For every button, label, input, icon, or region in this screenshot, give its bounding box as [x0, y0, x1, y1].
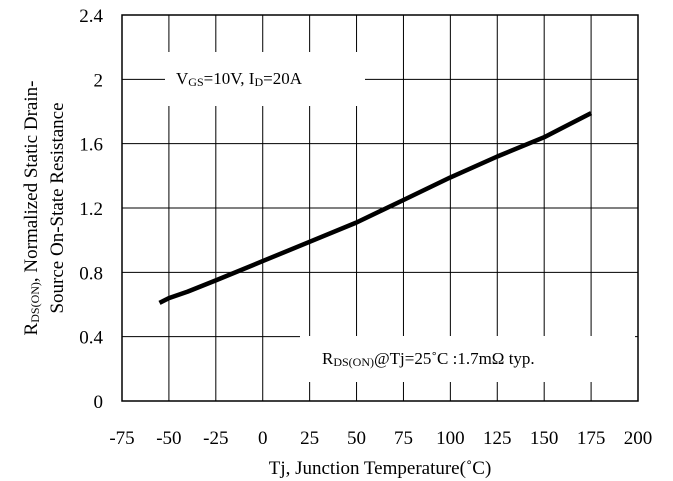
plot-frame: [121, 14, 639, 402]
x-tick-label: 0: [258, 428, 268, 449]
y-tick-label: 1.6: [79, 135, 103, 156]
y-tick-label: 0.4: [79, 328, 103, 349]
y-tick-label: 0: [94, 392, 104, 413]
rdson-series-line: [158, 111, 593, 305]
y-axis-title-line1: RDS(ON), Normalized Static Drain-: [21, 81, 42, 336]
x-tick-label: 100: [436, 428, 465, 449]
x-tick-label: -75: [109, 428, 134, 449]
x-tick-labels: -75 -50 -25 0 25 50 75 100 125 150 175 200: [109, 428, 652, 449]
x-tick-label: 75: [394, 428, 413, 449]
x-tick-label: 150: [530, 428, 559, 449]
y-tick-label: 0.8: [79, 263, 103, 284]
y-axis-title-line2: Source On-State Resistance: [47, 102, 68, 313]
rdson-note: RDS(ON)@Tj=25˚C :1.7mΩ typ.: [322, 349, 535, 369]
x-tick-label: 200: [624, 428, 653, 449]
conditions-annotation-bg: [165, 52, 365, 106]
y-tick-label: 2.4: [79, 6, 103, 27]
x-tick-label: 25: [300, 428, 319, 449]
series-group: [158, 111, 593, 305]
x-tick-label: 50: [347, 428, 366, 449]
y-tick-labels: 0 0.4 0.8 1.2 1.6 2 2.4: [79, 6, 103, 413]
y-axis-title: RDS(ON), Normalized Static Drain- Source…: [21, 81, 68, 336]
x-axis-title: Tj, Junction Temperature(˚C): [269, 458, 492, 479]
x-tick-label: -50: [156, 428, 181, 449]
x-tick-label: 125: [483, 428, 512, 449]
x-tick-label: -25: [203, 428, 228, 449]
conditions-annotation: VGS=10V, ID=20A: [176, 69, 303, 89]
y-tick-label: 1.2: [79, 199, 103, 220]
rdson-note-bg: [300, 336, 635, 382]
x-tick-label: 175: [577, 428, 606, 449]
y-tick-label: 2: [94, 70, 104, 91]
